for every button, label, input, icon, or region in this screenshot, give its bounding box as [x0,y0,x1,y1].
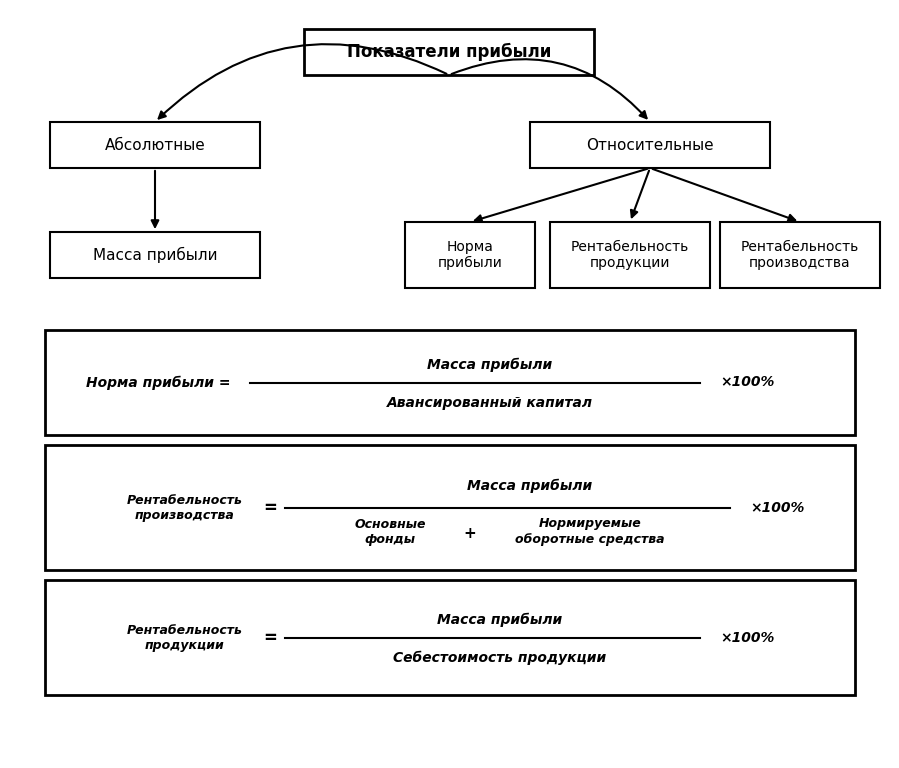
Text: Основные
фонды: Основные фонды [354,518,426,545]
Text: Показатели прибыли: Показатели прибыли [347,43,551,61]
Text: Норма прибыли =: Норма прибыли = [85,376,230,389]
Text: Рентабельность
производства: Рентабельность производства [127,494,243,521]
Bar [45,330,855,435]
Text: Нормируемые
оборотные средства: Нормируемые оборотные средства [515,518,664,545]
Text: =: = [263,498,277,517]
Text: Масса прибыли: Масса прибыли [438,612,563,627]
Text: ×100%: ×100% [720,631,774,644]
Bar [50,232,260,278]
Text: Масса прибыли: Масса прибыли [427,357,553,372]
Bar [50,122,260,168]
Bar [720,222,880,288]
Bar [405,222,535,288]
Bar [304,29,594,75]
Text: Рентабельность
продукции: Рентабельность продукции [127,624,243,651]
Text: Себестоимость продукции: Себестоимость продукции [394,650,607,664]
Text: Масса прибыли: Масса прибыли [467,478,592,492]
Text: Рентабельность
производства: Рентабельность производства [741,240,859,270]
Bar [45,580,855,695]
Bar [530,122,770,168]
Text: Абсолютные: Абсолютные [104,137,205,153]
Text: ×100%: ×100% [720,376,774,389]
Text: ×100%: ×100% [750,501,805,515]
Text: Масса прибыли: Масса прибыли [93,247,218,263]
Text: Авансированный капитал: Авансированный капитал [387,396,593,409]
Text: +: + [464,526,476,541]
Bar [45,445,855,570]
Text: Относительные: Относительные [586,137,714,153]
Text: Норма
прибыли: Норма прибыли [438,240,503,270]
Text: =: = [263,628,277,647]
Bar [550,222,710,288]
Text: Рентабельность
продукции: Рентабельность продукции [571,240,690,270]
